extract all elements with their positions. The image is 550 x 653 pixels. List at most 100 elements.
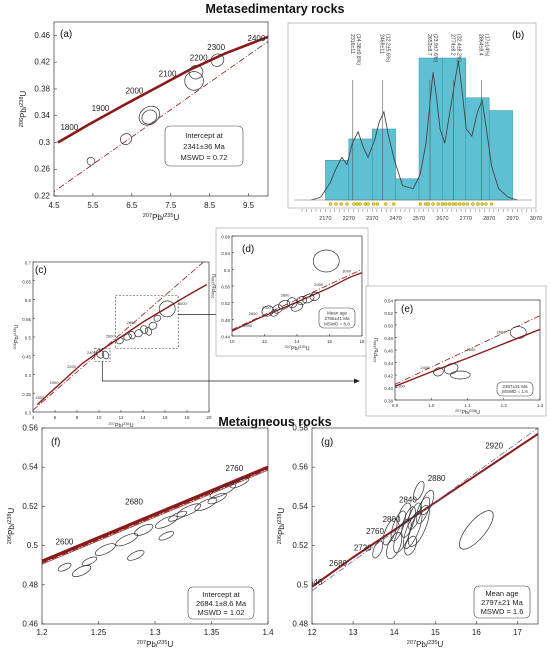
concordia-age-label: 2680 bbox=[329, 559, 347, 568]
concordia-age-label: 2000 bbox=[126, 86, 144, 95]
panel-g: 2640 2680 2720 2760 2800 2840 2880 2920 12 13 14 15… bbox=[277, 424, 539, 649]
x-tick-label: 2470 bbox=[389, 216, 401, 222]
x-tick-label: 18 bbox=[359, 339, 365, 344]
mean-age-box bbox=[318, 307, 356, 329]
y-tick-label: 0.5 bbox=[25, 336, 32, 341]
error-ellipse bbox=[302, 293, 315, 304]
y-tick-label: 0.64 bbox=[221, 251, 230, 256]
annotation-text: 2766±41 Ma bbox=[325, 316, 350, 321]
error-ellipse bbox=[57, 562, 72, 572]
x-tick-label: 1.2 bbox=[501, 403, 508, 408]
data-point bbox=[451, 202, 455, 206]
error-ellipse bbox=[207, 492, 227, 505]
x-tick-label: 20 bbox=[206, 415, 212, 420]
concordia-age-label: 2300 bbox=[207, 43, 225, 52]
arrowhead-e bbox=[354, 378, 360, 384]
inset-frame bbox=[215, 227, 369, 357]
concordia-age-label: 1800 bbox=[35, 395, 45, 400]
error-ellipse bbox=[123, 333, 132, 341]
error-ellipse bbox=[390, 510, 406, 542]
y-tick-label: 0.42 bbox=[34, 58, 50, 67]
y-tick-label: 0.22 bbox=[34, 192, 50, 201]
y-tick-label: 0.5 bbox=[297, 580, 309, 589]
reference-line bbox=[312, 428, 538, 592]
x-tick-label: 16 bbox=[327, 339, 333, 344]
histogram-bar bbox=[348, 138, 373, 201]
error-ellipse bbox=[86, 156, 96, 166]
data-point bbox=[426, 202, 431, 206]
zoom-box-d bbox=[115, 295, 179, 349]
error-ellipse bbox=[144, 327, 153, 336]
concordia-age-label: 2720 bbox=[354, 544, 372, 553]
peak-label: (17±14%) bbox=[483, 34, 489, 57]
annotation-text: 2341±36 Ma bbox=[183, 142, 225, 151]
error-ellipse bbox=[277, 299, 291, 310]
concordia-age-label: 2000 bbox=[50, 380, 60, 385]
x-tick-label: 0.9 bbox=[392, 403, 399, 408]
data-point bbox=[471, 202, 475, 206]
error-ellipse bbox=[309, 291, 321, 301]
x-tick-label: 1.4 bbox=[262, 628, 274, 637]
data-point bbox=[489, 202, 494, 206]
x-tick-label: 2170 bbox=[319, 216, 331, 222]
x-tick-label: 1.3 bbox=[537, 403, 544, 408]
y-axis-label: 206Pb/238U bbox=[7, 508, 16, 545]
error-ellipse bbox=[270, 309, 279, 317]
concordia-age-label: 2400 bbox=[248, 34, 266, 43]
error-ellipse bbox=[393, 518, 412, 553]
x-tick-label: 12 bbox=[308, 628, 317, 637]
error-ellipse bbox=[81, 556, 98, 566]
x-tick-label: 2270 bbox=[343, 216, 355, 222]
concordia-age-label: 2300 bbox=[396, 383, 406, 388]
peak-label: 2469±11 bbox=[379, 34, 385, 54]
y-axis-label: 206Pb/238U bbox=[211, 273, 218, 298]
concordia-age-label: 2600 bbox=[496, 329, 506, 334]
error-ellipse bbox=[509, 326, 527, 339]
y-axis-label: 206Pb/238U bbox=[373, 337, 380, 362]
data-point bbox=[363, 202, 367, 206]
y-tick-label: 0.52 bbox=[221, 301, 230, 306]
y-tick-label: 0.50 bbox=[384, 324, 393, 329]
y-tick-label: 0.45 bbox=[22, 354, 31, 359]
error-ellipse bbox=[407, 505, 430, 547]
data-point bbox=[440, 202, 445, 206]
intercept-box bbox=[187, 586, 255, 620]
concordia-age-label: 2600 bbox=[106, 334, 116, 339]
x-tick-label: 1.1 bbox=[464, 403, 471, 408]
annotation-text: MSWD = 1.6 bbox=[502, 389, 528, 394]
error-ellipse bbox=[413, 480, 425, 501]
concordia-age-label: 2600 bbox=[249, 311, 259, 316]
y-tick-label: 0.42 bbox=[384, 374, 393, 379]
error-ellipse bbox=[261, 305, 274, 317]
x-tick-label: 1.25 bbox=[91, 628, 107, 637]
y-tick-label: 0.55 bbox=[22, 317, 31, 322]
x-tick-label: 14 bbox=[140, 415, 146, 420]
panel-label: (c) bbox=[35, 265, 47, 276]
panel-label: (b) bbox=[512, 30, 524, 41]
annotation-text: Mean age bbox=[485, 589, 518, 598]
concordia-age-label: 2920 bbox=[485, 441, 503, 450]
error-ellipse bbox=[138, 105, 160, 126]
arrow-to-e bbox=[101, 361, 355, 382]
data-point bbox=[480, 202, 484, 206]
x-tick-label: 10 bbox=[96, 415, 102, 420]
y-axis-label: 206Pb/238U bbox=[19, 91, 28, 128]
x-tick-label: 2870 bbox=[483, 216, 495, 222]
y-tick-label: 0.7 bbox=[25, 261, 32, 266]
x-tick-label: 13 bbox=[349, 628, 358, 637]
x-tick-label: 14 bbox=[294, 339, 300, 344]
error-ellipse bbox=[71, 565, 92, 577]
annotation-text: Intercept at bbox=[202, 590, 240, 599]
histogram-bar bbox=[371, 128, 396, 201]
y-tick-label: 0.58 bbox=[292, 424, 308, 433]
y-tick-label: 0.38 bbox=[384, 399, 393, 404]
x-tick-label: 15 bbox=[431, 628, 440, 637]
annotation-text: MSWD = 0.72 bbox=[181, 153, 228, 162]
concordia-age-label: 2500 bbox=[243, 323, 253, 328]
peak-label: (23.9±7.6%) bbox=[432, 34, 438, 62]
y-tick-label: 0.56 bbox=[221, 285, 230, 290]
y-tick-label: 0.56 bbox=[22, 424, 38, 433]
data-point bbox=[352, 202, 356, 206]
y-tick-label: 0.46 bbox=[34, 31, 50, 40]
